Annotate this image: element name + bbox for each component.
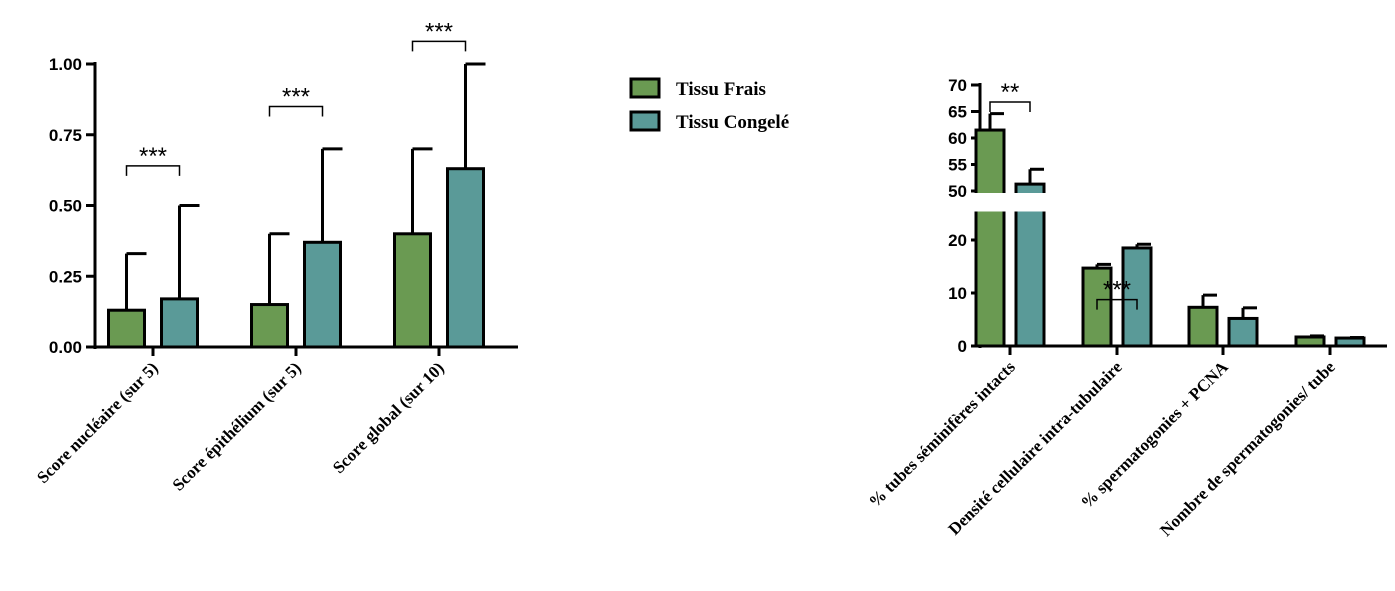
significance-bracket <box>125 165 181 176</box>
y-tick-label: 70 <box>948 76 967 95</box>
bar <box>1294 335 1326 348</box>
y-tick-label: 0.00 <box>49 338 82 357</box>
y-tick-label: 10 <box>948 284 967 303</box>
bar <box>446 167 485 349</box>
significance-label: *** <box>425 18 453 45</box>
legend-swatch-congele <box>629 110 661 132</box>
bar <box>1334 336 1366 348</box>
significance-label: ** <box>1001 79 1020 106</box>
x-category-label: Score nucléaire (sur 5) <box>33 358 162 487</box>
bar <box>974 128 1006 348</box>
y-tick-label: 60 <box>948 129 967 148</box>
x-category-label: Nombre de spermatogonies/ tube <box>1156 357 1339 540</box>
y-tick-label: 55 <box>948 156 967 175</box>
y-tick-label: 0.50 <box>49 197 82 216</box>
y-tick-label: 20 <box>948 231 967 250</box>
bar <box>160 297 199 349</box>
legend-label-congele: Tissu Congelé <box>676 112 789 133</box>
legend-swatch-frais <box>629 77 661 99</box>
significance-bracket <box>1096 298 1138 310</box>
significance-label: *** <box>1103 277 1131 304</box>
bar <box>303 240 342 349</box>
y-tick-label: 1.00 <box>49 55 82 74</box>
bar <box>107 308 146 349</box>
significance-bracket <box>268 105 324 117</box>
axis-break-gap <box>966 193 1387 212</box>
bar <box>1227 316 1259 348</box>
x-category-label: Score global (sur 10) <box>329 358 448 477</box>
bar <box>393 232 432 349</box>
bar <box>1187 305 1219 348</box>
y-tick-label: 50 <box>948 182 967 201</box>
x-category-label: Densité cellulaire intra-tubulaire <box>945 357 1127 539</box>
significance-bracket <box>989 101 1031 112</box>
significance-label: *** <box>139 143 167 170</box>
y-tick-label: 0.75 <box>49 126 82 145</box>
y-tick-label: 65 <box>948 103 967 122</box>
bar <box>250 303 289 349</box>
significance-bracket <box>411 40 467 52</box>
legend: Tissu Frais Tissu Congelé <box>629 77 789 133</box>
significance-label: *** <box>282 83 310 110</box>
x-category-label: Score épithélium (sur 5) <box>169 358 305 494</box>
bar <box>1121 246 1153 348</box>
y-tick-label: 0 <box>958 337 967 356</box>
y-tick-label: 0.25 <box>49 267 82 286</box>
legend-label-frais: Tissu Frais <box>676 79 766 100</box>
left-chart: 0.00 0.25 0.50 0.75 1.00 Score nucléaire (sur… <box>33 18 518 495</box>
